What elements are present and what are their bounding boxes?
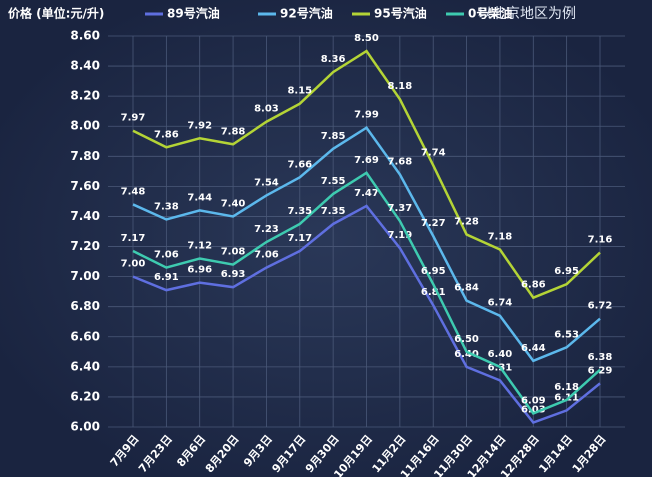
x-tick-label: 9月17日 — [270, 433, 309, 476]
x-tick-label: 9月3日 — [241, 433, 275, 470]
y-tick-label: 8.40 — [70, 59, 100, 73]
data-label: 7.69 — [354, 155, 379, 166]
y-tick-label: 7.00 — [70, 269, 100, 283]
data-label: 7.17 — [287, 233, 312, 244]
data-label: 7.44 — [187, 192, 212, 203]
data-label: 7.66 — [287, 159, 312, 170]
y-tick-label: 7.20 — [70, 239, 100, 253]
data-label: 7.12 — [187, 241, 212, 252]
data-label: 7.17 — [121, 233, 146, 244]
data-label: 7.23 — [254, 224, 279, 235]
series-line — [132, 49, 601, 300]
x-tick-label: 7月9日 — [108, 433, 142, 470]
legend-label: 0号柴油 — [468, 6, 512, 21]
data-label: 6.96 — [187, 265, 212, 276]
data-label: 7.48 — [121, 186, 146, 197]
data-label: 6.38 — [588, 352, 613, 363]
data-label: 6.86 — [521, 280, 546, 291]
data-label: 6.09 — [521, 395, 546, 406]
y-tick-label: 6.60 — [70, 329, 100, 343]
x-tick-label: 8月6日 — [174, 433, 208, 470]
data-label: 7.00 — [121, 259, 146, 270]
data-label: 6.44 — [521, 343, 546, 354]
y-tick-label: 6.00 — [70, 420, 100, 434]
data-label: 7.19 — [388, 230, 413, 241]
data-label: 8.50 — [354, 33, 379, 44]
y-tick-label: 8.00 — [70, 119, 100, 133]
y-tick-label: 6.80 — [70, 299, 100, 313]
data-label: 7.38 — [154, 201, 179, 212]
y-tick-label: 7.60 — [70, 179, 100, 193]
data-label: 7.37 — [388, 203, 413, 214]
data-label: 7.99 — [354, 110, 379, 121]
data-label: 6.50 — [454, 334, 479, 345]
data-label: 7.16 — [588, 235, 613, 246]
data-label: 6.53 — [554, 329, 579, 340]
y-tick-label: 6.40 — [70, 359, 100, 373]
data-label: 7.35 — [287, 206, 312, 217]
data-label: 7.47 — [354, 188, 379, 199]
data-label: 7.06 — [254, 250, 279, 261]
data-label: 7.40 — [221, 198, 246, 209]
data-label: 6.40 — [488, 349, 513, 360]
x-tick-label: 7月23日 — [136, 433, 175, 476]
y-tick-label: 7.80 — [70, 149, 100, 163]
data-label: 6.72 — [588, 301, 613, 312]
series-line — [132, 126, 601, 363]
x-tick-label: 8月20日 — [203, 433, 242, 476]
series-line — [132, 171, 601, 415]
data-label: 6.40 — [454, 349, 479, 360]
x-tick-label: 1月14日 — [536, 433, 575, 476]
chart-title: 价格 (单位:元/升) — [8, 6, 104, 21]
data-label: 7.27 — [421, 218, 446, 229]
data-label: 6.91 — [154, 272, 179, 283]
data-label: 6.74 — [488, 298, 513, 309]
y-tick-label: 8.20 — [70, 89, 100, 103]
data-label: 7.97 — [121, 113, 146, 124]
data-label: 7.35 — [321, 206, 346, 217]
data-label: 6.11 — [554, 392, 579, 403]
data-label: 7.85 — [321, 131, 346, 142]
legend-label: 92号汽油 — [280, 6, 333, 21]
data-label: 8.18 — [388, 81, 413, 92]
data-label: 7.54 — [254, 177, 279, 188]
data-label: 6.18 — [554, 382, 579, 393]
data-label: 7.55 — [321, 176, 346, 187]
chart-note: 以北京地区为例 — [478, 6, 576, 22]
data-label: 7.88 — [221, 126, 246, 137]
data-label: 7.18 — [488, 232, 513, 243]
data-label: 8.15 — [287, 86, 312, 97]
x-tick-label: 1月28日 — [570, 433, 609, 476]
data-label: 6.81 — [421, 287, 446, 298]
data-label: 7.74 — [421, 147, 446, 158]
data-label: 6.95 — [554, 266, 579, 277]
data-label: 6.03 — [521, 404, 546, 415]
data-label: 7.92 — [187, 120, 212, 131]
data-label: 6.93 — [221, 269, 246, 280]
y-tick-label: 7.40 — [70, 209, 100, 223]
y-tick-label: 8.60 — [70, 29, 100, 43]
y-tick-label: 6.20 — [70, 389, 100, 403]
data-label: 6.84 — [454, 283, 479, 294]
series-line — [132, 204, 601, 424]
data-label: 7.08 — [221, 247, 246, 258]
data-label: 8.03 — [254, 104, 279, 115]
data-label: 7.28 — [454, 217, 479, 228]
legend-label: 89号汽油 — [167, 6, 220, 21]
data-label: 7.86 — [154, 129, 179, 140]
data-label: 7.06 — [154, 250, 179, 261]
data-label: 6.95 — [421, 266, 446, 277]
legend-label: 95号汽油 — [374, 6, 427, 21]
data-label: 8.36 — [321, 54, 346, 65]
data-label: 7.68 — [388, 156, 413, 167]
